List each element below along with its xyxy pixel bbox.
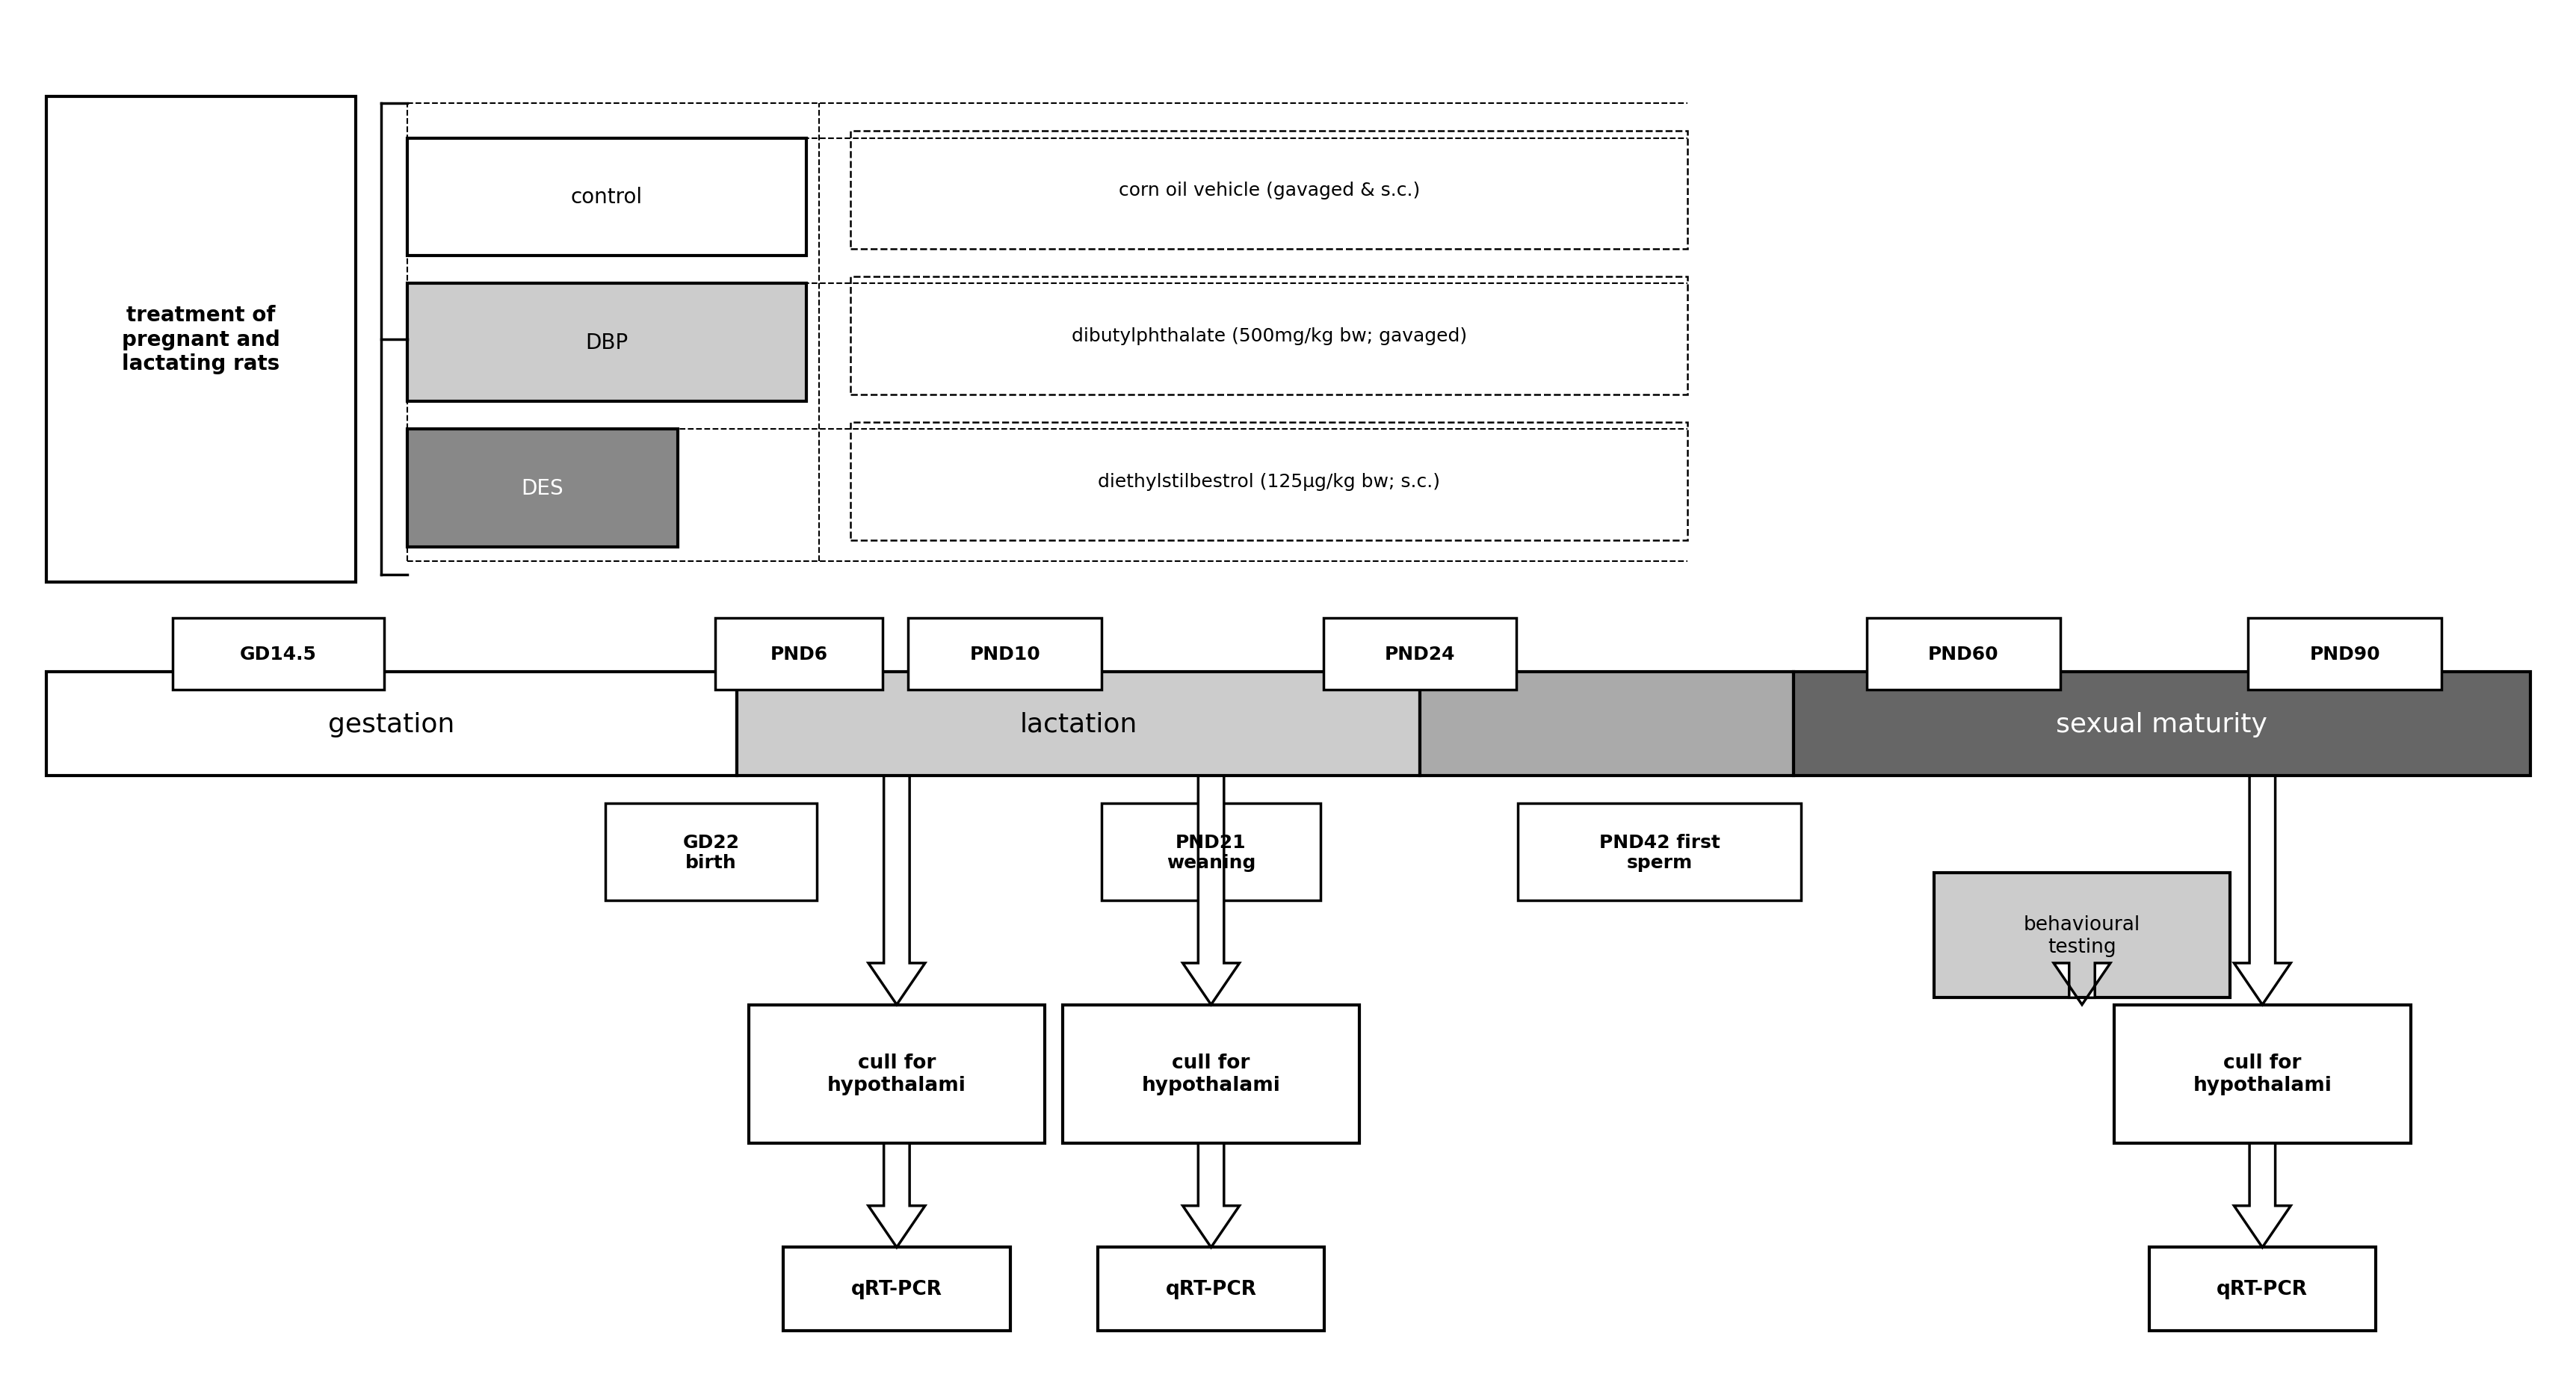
Text: gestation: gestation <box>327 711 456 737</box>
Bar <box>1103 804 1319 901</box>
Bar <box>1419 672 1793 776</box>
Text: dibutylphthalate (500mg/kg bw; gavaged): dibutylphthalate (500mg/kg bw; gavaged) <box>1072 327 1466 345</box>
Bar <box>46 672 737 776</box>
Text: cull for
hypothalami: cull for hypothalami <box>1141 1053 1280 1095</box>
Text: treatment of
pregnant and
lactating rats: treatment of pregnant and lactating rats <box>121 305 281 374</box>
Text: cull for
hypothalami: cull for hypothalami <box>2192 1053 2331 1095</box>
Text: GD14.5: GD14.5 <box>240 646 317 663</box>
Bar <box>850 423 1687 541</box>
Bar <box>605 804 817 901</box>
Text: DBP: DBP <box>585 333 629 353</box>
Bar <box>850 132 1687 249</box>
Text: cull for
hypothalami: cull for hypothalami <box>827 1053 966 1095</box>
Polygon shape <box>868 1143 925 1247</box>
Text: qRT-PCR: qRT-PCR <box>2215 1279 2308 1299</box>
Text: behavioural
testing: behavioural testing <box>2022 915 2141 956</box>
Text: PND10: PND10 <box>969 646 1041 663</box>
Bar <box>2115 1005 2411 1143</box>
Text: DES: DES <box>520 478 564 499</box>
Text: qRT-PCR: qRT-PCR <box>1164 1279 1257 1299</box>
Bar <box>747 1005 1046 1143</box>
Text: PND42 first
sperm: PND42 first sperm <box>1600 833 1718 872</box>
Text: PND6: PND6 <box>770 646 827 663</box>
Text: PND60: PND60 <box>1927 646 1999 663</box>
Bar <box>909 618 1103 690</box>
Bar <box>1061 1005 1360 1143</box>
Bar <box>407 139 806 256</box>
Text: PND21
weaning: PND21 weaning <box>1167 833 1255 872</box>
Bar <box>2148 1247 2375 1331</box>
Text: PND90: PND90 <box>2308 646 2380 663</box>
Polygon shape <box>2233 1143 2290 1247</box>
Bar <box>714 618 881 690</box>
Polygon shape <box>868 776 925 1005</box>
Bar <box>407 430 677 547</box>
Text: corn oil vehicle (gavaged & s.c.): corn oil vehicle (gavaged & s.c.) <box>1118 182 1419 200</box>
Text: qRT-PCR: qRT-PCR <box>850 1279 943 1299</box>
Polygon shape <box>1182 1143 1239 1247</box>
Text: diethylstilbestrol (125μg/kg bw; s.c.): diethylstilbestrol (125μg/kg bw; s.c.) <box>1097 473 1440 491</box>
Text: GD22
birth: GD22 birth <box>683 833 739 872</box>
Bar <box>783 1247 1010 1331</box>
Bar <box>2246 618 2442 690</box>
Text: control: control <box>572 187 641 208</box>
Text: PND24: PND24 <box>1383 646 1455 663</box>
Bar <box>173 618 384 690</box>
Bar <box>407 284 806 402</box>
Bar <box>737 672 1419 776</box>
Polygon shape <box>2233 776 2290 1005</box>
Bar <box>1324 618 1515 690</box>
Text: sexual maturity: sexual maturity <box>2056 711 2267 737</box>
Polygon shape <box>2053 963 2110 1005</box>
Bar <box>850 277 1687 395</box>
Bar <box>1097 1247 1324 1331</box>
Bar <box>1865 618 2061 690</box>
Bar <box>1793 672 2530 776</box>
Bar <box>1517 804 1801 901</box>
Bar <box>1932 873 2231 998</box>
Bar <box>46 97 355 582</box>
Text: lactation: lactation <box>1020 711 1136 737</box>
Polygon shape <box>1182 776 1239 1005</box>
